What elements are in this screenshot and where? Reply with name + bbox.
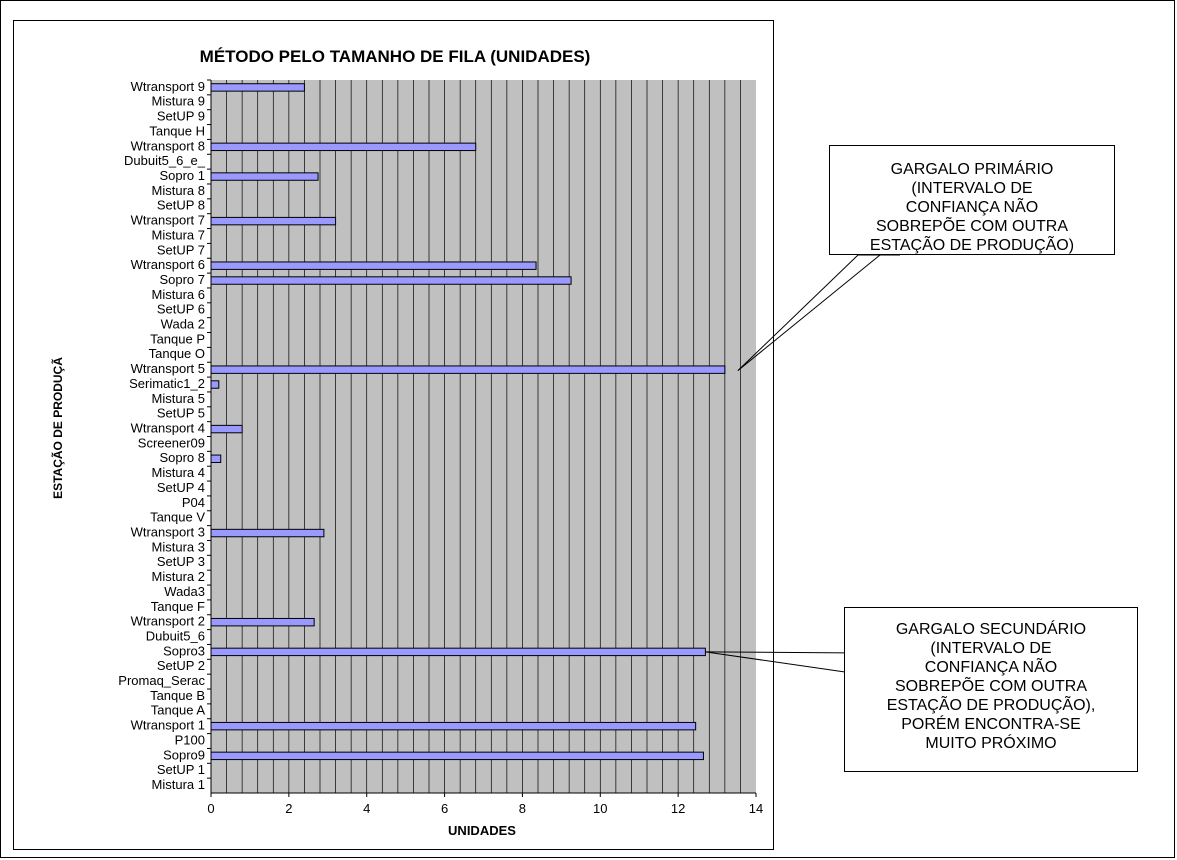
annotation-secondary-line: GARGALO SECUNDÁRIO — [895, 621, 1087, 638]
annotation-secondary-line: PORÉM ENCONTRA-SE — [901, 716, 1081, 733]
y-axis-title: ESTAÇÃO DE PRODUÇÃ — [50, 357, 65, 499]
y-tick-label: Mistura 7 — [152, 227, 205, 242]
y-tick-label: SetUP 1 — [157, 762, 205, 777]
y-tick-label: Mistura 3 — [152, 539, 205, 554]
y-tick-label: Screener09 — [138, 435, 205, 450]
y-tick-label: Tanque F — [151, 599, 205, 614]
y-tick-label: SetUP 7 — [157, 242, 205, 257]
annotation-secondary-line: (INTERVALO DE — [930, 640, 1052, 657]
bar — [210, 424, 243, 434]
y-tick-label: Tanque O — [149, 346, 205, 361]
y-tick-label: Wtransport 7 — [131, 213, 205, 228]
annotation-primary-line: SOBREPÕE COM OUTRA — [875, 218, 1069, 235]
y-tick-label: SetUP 3 — [157, 554, 205, 569]
pointer-secondary-bottom — [705, 651, 846, 673]
pointer-secondary-top — [705, 651, 846, 654]
y-tick-label: Tanque B — [150, 688, 205, 703]
chart-title: MÉTODO PELO TAMANHO DE FILA (UNIDADES) — [200, 47, 591, 66]
y-tick-label: Wtransport 3 — [131, 524, 205, 539]
y-tick-label: Wada 2 — [161, 317, 205, 332]
bar — [210, 83, 305, 92]
y-tick-label: Wada3 — [164, 584, 205, 599]
bar — [210, 142, 477, 152]
y-tick-label: Wtransport 9 — [131, 79, 205, 94]
pointer-primary — [737, 254, 900, 372]
y-tick-label: Dubuit5_6_e_ — [124, 153, 206, 168]
bar — [210, 172, 319, 181]
bar — [210, 647, 706, 657]
y-tick-label: Promaq_Serac — [118, 673, 205, 688]
y-tick-label: Mistura 5 — [152, 391, 205, 406]
x-tick-label: 2 — [285, 801, 292, 816]
annotation-primary-line: (INTERVALO DE — [911, 180, 1033, 197]
bar — [210, 454, 222, 463]
callout-pointers — [705, 254, 900, 673]
y-tick-label: P04 — [182, 495, 205, 510]
y-tick-label: P100 — [175, 732, 205, 747]
bar — [210, 721, 697, 731]
y-tick-label: Wtransport 6 — [131, 257, 205, 272]
y-tick-label: Mistura 2 — [152, 569, 205, 584]
bar — [210, 261, 537, 270]
y-tick-label: Tanque V — [150, 510, 205, 525]
x-tick-label: 0 — [207, 801, 214, 816]
annotation-primary-line: CONFIANÇA NÃO — [905, 199, 1039, 216]
x-tick-label: 14 — [749, 801, 763, 816]
x-tick-label: 6 — [441, 801, 448, 816]
y-tick-label: Tanque P — [150, 331, 205, 346]
x-axis-title: UNIDADES — [448, 823, 516, 838]
annotation-primary-line: GARGALO PRIMÁRIO — [890, 161, 1054, 178]
y-tick-label: Sopro3 — [163, 643, 205, 658]
x-tick-label: 8 — [519, 801, 526, 816]
y-tick-label: Sopro 8 — [159, 450, 205, 465]
bar — [210, 276, 572, 285]
y-tick-label: Serimatic1_2 — [129, 376, 205, 391]
annotation-secondary-line: ESTAÇÃO DE PRODUÇÃO), — [886, 697, 1096, 714]
annotation-primary-line: ESTAÇÃO DE PRODUÇÃO) — [869, 237, 1075, 254]
x-tick-label: 4 — [363, 801, 370, 816]
y-tick-label: SetUP 5 — [157, 406, 205, 421]
y-tick-label: SetUP 8 — [157, 198, 205, 213]
y-tick-label: Wtransport 8 — [131, 138, 205, 153]
y-tick-label: Mistura 4 — [152, 465, 205, 480]
bar — [210, 617, 315, 627]
annotation-secondary-line: SOBREPÕE COM OUTRA — [894, 678, 1088, 695]
y-tick-label: Wtransport 4 — [131, 421, 205, 436]
y-tick-label: Wtransport 2 — [131, 614, 205, 629]
y-tick-label: Sopro9 — [163, 747, 205, 762]
y-tick-label: SetUP 6 — [157, 302, 205, 317]
x-tick-label: 12 — [671, 801, 685, 816]
y-tick-label: Tanque H — [149, 123, 205, 138]
annotation-secondary-line: MUITO PRÓXIMO — [925, 735, 1057, 752]
plot-background — [211, 80, 756, 793]
pointer-primary-edge — [737, 254, 881, 372]
y-tick-label: Sopro 7 — [159, 272, 205, 287]
y-tick-label: Wtransport 5 — [131, 361, 205, 376]
annotation-secondary-bottleneck: GARGALO SECUNDÁRIO (INTERVALO DE CONFIANÇA… — [844, 607, 1138, 772]
y-tick-label: SetUP 9 — [157, 109, 205, 124]
bar — [210, 365, 726, 374]
bar — [210, 751, 704, 761]
y-tick-label: Sopro 1 — [159, 168, 205, 183]
y-tick-label: Dubuit5_6 — [146, 628, 205, 643]
y-tick-label: Tanque A — [151, 703, 206, 718]
y-tick-label: Mistura 9 — [152, 94, 205, 109]
annotation-primary-bottleneck: GARGALO PRIMÁRIO (INTERVALO DE CONFIANÇA N… — [829, 145, 1115, 255]
y-tick-label: Mistura 6 — [152, 287, 205, 302]
y-tick-label: Wtransport 1 — [131, 718, 205, 733]
y-tick-label: SetUP 4 — [157, 480, 205, 495]
y-tick-label: SetUP 2 — [157, 658, 205, 673]
bar — [210, 380, 220, 389]
x-tick-label: 10 — [593, 801, 607, 816]
y-tick-label: Mistura 8 — [152, 183, 205, 198]
y-tick-label: Mistura 1 — [152, 777, 205, 792]
bar — [210, 528, 325, 538]
annotation-secondary-line: CONFIANÇA NÃO — [924, 659, 1058, 676]
bar — [210, 216, 337, 226]
